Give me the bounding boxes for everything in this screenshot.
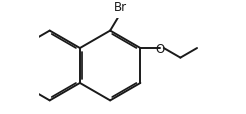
Text: Br: Br (113, 1, 127, 14)
Text: O: O (155, 42, 164, 55)
